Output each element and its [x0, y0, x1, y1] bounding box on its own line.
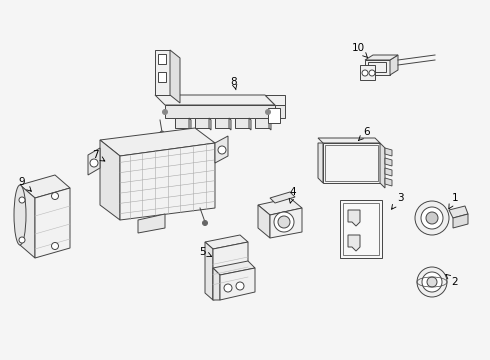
- Polygon shape: [215, 118, 229, 128]
- Polygon shape: [380, 143, 385, 188]
- Polygon shape: [205, 242, 213, 300]
- Circle shape: [422, 272, 442, 292]
- Polygon shape: [120, 143, 215, 220]
- Polygon shape: [220, 268, 255, 300]
- Polygon shape: [189, 118, 191, 130]
- Circle shape: [202, 220, 207, 225]
- Polygon shape: [255, 118, 269, 128]
- Polygon shape: [258, 205, 270, 238]
- Polygon shape: [449, 206, 468, 218]
- Circle shape: [426, 212, 438, 224]
- Text: 5: 5: [198, 247, 212, 257]
- Text: 9: 9: [19, 177, 31, 192]
- Circle shape: [417, 267, 447, 297]
- Text: 2: 2: [446, 274, 458, 287]
- Polygon shape: [275, 105, 285, 118]
- Polygon shape: [249, 118, 251, 130]
- Polygon shape: [318, 143, 323, 183]
- Polygon shape: [195, 118, 209, 128]
- Polygon shape: [365, 60, 390, 75]
- Polygon shape: [385, 168, 392, 176]
- Polygon shape: [88, 148, 100, 175]
- Circle shape: [236, 282, 244, 290]
- Polygon shape: [213, 261, 255, 275]
- Bar: [158, 72, 166, 82]
- Polygon shape: [348, 235, 360, 251]
- Polygon shape: [100, 128, 215, 156]
- Polygon shape: [360, 65, 375, 80]
- Text: 4: 4: [289, 187, 296, 203]
- Polygon shape: [390, 55, 398, 75]
- Polygon shape: [138, 214, 165, 233]
- Polygon shape: [365, 55, 398, 60]
- Circle shape: [218, 146, 226, 154]
- Polygon shape: [385, 158, 392, 166]
- Text: 6: 6: [359, 127, 370, 140]
- Circle shape: [163, 109, 168, 114]
- Circle shape: [51, 243, 58, 249]
- Circle shape: [51, 193, 58, 199]
- Bar: [268, 108, 280, 123]
- Circle shape: [421, 207, 443, 229]
- Polygon shape: [323, 143, 380, 183]
- Polygon shape: [318, 138, 380, 143]
- Polygon shape: [258, 198, 302, 215]
- Polygon shape: [385, 178, 392, 186]
- Polygon shape: [215, 136, 228, 163]
- Bar: [368, 62, 386, 72]
- Polygon shape: [269, 118, 271, 130]
- Circle shape: [362, 70, 368, 76]
- Circle shape: [224, 284, 232, 292]
- Text: 7: 7: [92, 150, 105, 161]
- Circle shape: [90, 159, 98, 167]
- Polygon shape: [20, 185, 35, 258]
- Polygon shape: [165, 105, 275, 118]
- Polygon shape: [270, 208, 302, 238]
- Circle shape: [415, 201, 449, 235]
- Polygon shape: [155, 50, 170, 95]
- Polygon shape: [170, 50, 180, 103]
- Polygon shape: [385, 148, 392, 156]
- Polygon shape: [155, 95, 275, 105]
- Bar: [340, 200, 382, 258]
- Polygon shape: [100, 140, 120, 220]
- Bar: [325, 145, 378, 181]
- Polygon shape: [175, 118, 189, 128]
- Bar: [158, 54, 166, 64]
- Polygon shape: [209, 118, 211, 130]
- Polygon shape: [229, 118, 231, 130]
- Bar: [343, 203, 379, 255]
- Polygon shape: [270, 192, 295, 203]
- Circle shape: [427, 277, 437, 287]
- Polygon shape: [205, 235, 248, 249]
- Polygon shape: [348, 210, 360, 226]
- Text: 8: 8: [231, 77, 237, 90]
- Circle shape: [19, 237, 25, 243]
- Text: 10: 10: [351, 43, 368, 58]
- Polygon shape: [20, 175, 70, 198]
- Ellipse shape: [14, 185, 26, 245]
- Circle shape: [369, 70, 375, 76]
- Text: 1: 1: [449, 193, 458, 209]
- Circle shape: [274, 212, 294, 232]
- Polygon shape: [235, 118, 249, 128]
- Circle shape: [19, 197, 25, 203]
- Circle shape: [160, 131, 164, 135]
- Text: 3: 3: [392, 193, 403, 209]
- Polygon shape: [453, 214, 468, 228]
- Polygon shape: [35, 188, 70, 258]
- Circle shape: [278, 216, 290, 228]
- Circle shape: [266, 109, 270, 114]
- Polygon shape: [213, 242, 248, 300]
- Polygon shape: [213, 268, 220, 300]
- Polygon shape: [265, 95, 285, 105]
